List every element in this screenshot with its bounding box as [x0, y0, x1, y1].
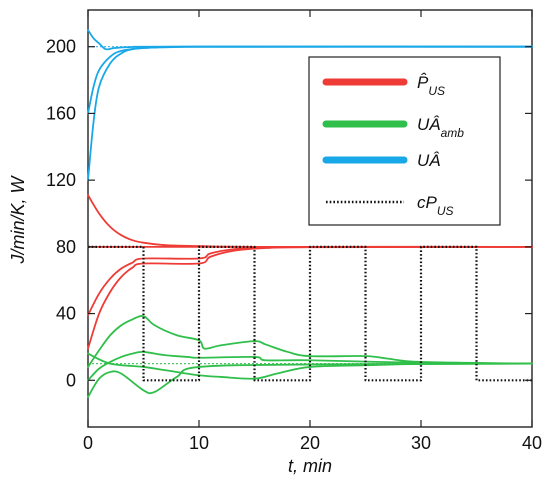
series-line-ua_amb-9	[87, 350, 533, 382]
axis-layer: 0 10 20 30 40 0 40 80 120 160 200	[46, 10, 542, 453]
x-tick-label-3: 20	[300, 433, 320, 453]
legend-main-ua: UÂ	[417, 151, 441, 170]
y-tick-label-5: 160	[46, 103, 76, 123]
y-tick-label-1: 0	[66, 370, 76, 390]
legend-sub-p_us: US	[428, 84, 445, 98]
x-tick-label-5: 40	[522, 433, 542, 453]
series-line-ua-3	[87, 29, 533, 51]
x-tick-label-2: 10	[189, 433, 209, 453]
legend-label-cp_us: cPUS	[417, 193, 454, 218]
legend-label-ua_amb: UÂamb	[417, 115, 464, 140]
x-tick-label-4: 30	[411, 433, 431, 453]
series-line-ua_amb-11	[87, 362, 533, 398]
legend-main-cp_us: cP	[417, 193, 438, 212]
legend-main-p_us: P̂	[417, 72, 429, 92]
x-axis-label: t, min	[288, 456, 332, 476]
y-tick-label-3: 80	[56, 237, 76, 257]
legend-sub-cp_us: US	[437, 204, 454, 218]
legend-label-p_us: P̂US	[417, 72, 445, 98]
y-tick-label-6: 200	[46, 37, 76, 57]
series-line-ua_amb-8	[87, 314, 533, 368]
legend-label-ua: UÂ	[417, 151, 441, 170]
x-tick-label-1: 0	[83, 433, 93, 453]
series-layer	[87, 29, 533, 398]
y-tick-label-2: 40	[56, 304, 76, 324]
y-axis-label: J/min/K, W	[8, 174, 28, 264]
y-tick-label-4: 120	[46, 170, 76, 190]
legend-main-ua_amb: UÂ	[417, 115, 441, 134]
series-line-cp_us-12	[88, 245, 532, 382]
legend-sub-ua_amb: amb	[441, 126, 465, 140]
